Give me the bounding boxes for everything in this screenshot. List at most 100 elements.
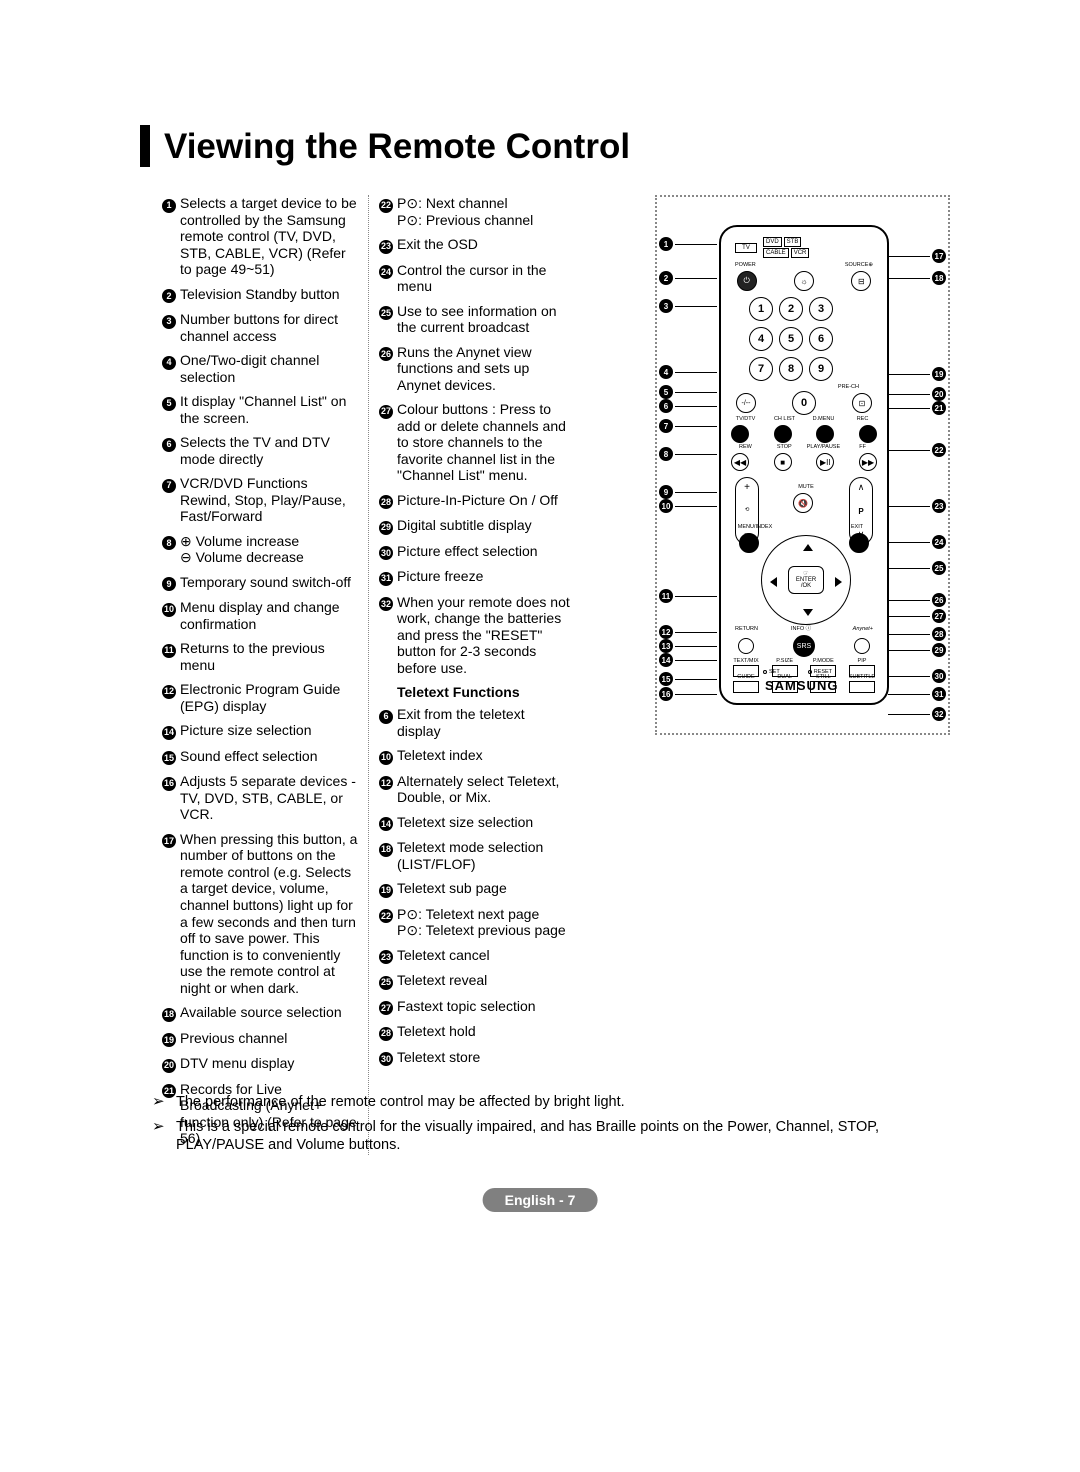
callout-21: 21: [888, 401, 946, 415]
btn-label: D.MENU: [807, 417, 840, 423]
btn-label: PLAY/PAUSE: [807, 445, 840, 451]
zero-row: -/--0⊡: [721, 391, 887, 415]
item-text: Available source selection: [180, 1004, 358, 1022]
item-number-badge: 18: [379, 843, 393, 857]
menu-label: MENU/INDEX: [731, 525, 779, 531]
item-number-badge: 6: [162, 438, 176, 452]
list-item: 4 One/Two-digit channel selection: [162, 352, 358, 385]
num-3: 3: [809, 297, 833, 321]
list-item: 30 Picture effect selection: [379, 543, 570, 561]
list-item: 11 Returns to the previous menu: [162, 640, 358, 673]
item-number-badge: 25: [379, 976, 393, 990]
callout-4: 4: [659, 365, 717, 379]
item-text: Television Standby button: [180, 286, 358, 304]
callout-6: 6: [659, 399, 717, 413]
list-item: 9Temporary sound switch-off: [162, 574, 358, 592]
btn-label: STOP: [768, 445, 801, 451]
item-number-badge: 20: [162, 1059, 176, 1073]
list-item: 10Teletext index: [379, 747, 570, 765]
item-number-badge: 14: [162, 726, 176, 740]
power-button: ⏻: [737, 271, 757, 291]
rect-button: [733, 681, 759, 693]
play-button: ▶II: [816, 453, 834, 471]
item-text: Use to see information on the current br…: [397, 303, 570, 336]
callout-23: 23: [888, 499, 946, 513]
item-number-badge: 16: [162, 777, 176, 791]
dpad: ☞ENTER/OK: [761, 535, 851, 625]
item-text: Picture-In-Picture On / Off: [397, 492, 570, 510]
item-number-badge: 18: [162, 1008, 176, 1022]
item-text: When your remote does not work, change t…: [397, 594, 570, 677]
footnotes: ➢The performance of the remote control m…: [152, 1093, 932, 1160]
arrow-icon: ➢: [152, 1118, 176, 1154]
list-item: 12Electronic Program Guide (EPG) display: [162, 681, 358, 714]
left-arrow-icon: [770, 577, 777, 587]
num-9: 9: [809, 357, 833, 381]
callout-7: 7: [659, 419, 717, 433]
num-0: 0: [792, 391, 816, 415]
mode-boxes: TVDVDSTBCABLEVCR: [735, 237, 809, 258]
columns: 1Selects a target device to be controlle…: [140, 195, 950, 1155]
item-text: VCR/DVD Functions Rewind, Stop, Play/Pau…: [180, 475, 358, 525]
item-number-badge: 23: [379, 240, 393, 254]
enter-button: ☞ENTER/OK: [788, 566, 824, 594]
column-right: TVDVDSTBCABLEVCRPOWERSOURCE⊕⏻☼⊟123456789…: [578, 195, 950, 1155]
list-item: 16Adjusts 5 separate devices - TV, DVD, …: [162, 773, 358, 823]
rew-button: ◀◀: [731, 453, 749, 471]
num-7: 7: [749, 357, 773, 381]
item-text: Alternately select Teletext, Double, or …: [397, 773, 570, 806]
item-text: Picture size selection: [180, 722, 358, 740]
item-text: One/Two-digit channel selection: [180, 352, 358, 385]
item-number-badge: 26: [379, 347, 393, 361]
mode-dvd: DVD: [763, 237, 782, 247]
stop-button: ■: [774, 453, 792, 471]
item-text: Teletext reveal: [397, 972, 570, 990]
source-label: SOURCE⊕: [845, 263, 873, 269]
item-text: Returns to the previous menu: [180, 640, 358, 673]
source-button: ⊟: [851, 271, 871, 291]
item-number-badge: 19: [162, 1033, 176, 1047]
list-item: 26Runs the Anynet view functions and set…: [379, 344, 570, 394]
btn-row: [731, 425, 877, 443]
item-text: Digital subtitle display: [397, 517, 570, 535]
callout-18: 18: [888, 271, 946, 285]
num-1: 1: [749, 297, 773, 321]
item-number-badge: 15: [162, 751, 176, 765]
item-text: Teletext store: [397, 1049, 570, 1067]
callout-29: 29: [888, 643, 946, 657]
item-text: It display "Channel List" on the screen.: [180, 393, 358, 426]
power-label: POWER: [735, 263, 756, 269]
item-text: Picture effect selection: [397, 543, 570, 561]
item-number-badge: 28: [379, 1027, 393, 1041]
callout-1: 1: [659, 237, 717, 251]
item-text: Fastext topic selection: [397, 998, 570, 1016]
item-number-badge: 12: [379, 776, 393, 790]
rect-button: [849, 681, 875, 693]
list-item: 31Picture freeze: [379, 568, 570, 586]
small-button: [731, 425, 749, 443]
callout-12: 12: [659, 625, 717, 639]
reset-dot-icon: [808, 670, 812, 674]
list-item: 27Fastext topic selection: [379, 998, 570, 1016]
item-text: Previous channel: [180, 1030, 358, 1048]
list-item: 2Television Standby button: [162, 286, 358, 304]
callout-2: 2: [659, 271, 717, 285]
item-number-badge: 30: [379, 546, 393, 560]
item-text: Picture freeze: [397, 568, 570, 586]
list-item: 14Teletext size selection: [379, 814, 570, 832]
title-bar: Viewing the Remote Control: [140, 125, 950, 167]
item-number-badge: 12: [162, 685, 176, 699]
btn-label: FF: [846, 445, 879, 451]
btn-label: REC: [846, 417, 879, 423]
teletext-heading: Teletext Functions: [397, 684, 570, 700]
item-number-badge: 25: [379, 306, 393, 320]
btn-label: TV/DTV: [729, 417, 762, 423]
item-number-badge: 19: [379, 884, 393, 898]
mute-button: 🔇: [793, 493, 813, 513]
callout-8: 8: [659, 447, 717, 461]
item-number-badge: 11: [162, 644, 176, 658]
list-item: 28Picture-In-Picture On / Off: [379, 492, 570, 510]
prech-button: ⊡: [852, 393, 872, 413]
callout-19: 19: [888, 367, 946, 381]
item-number-badge: 4: [162, 356, 176, 370]
